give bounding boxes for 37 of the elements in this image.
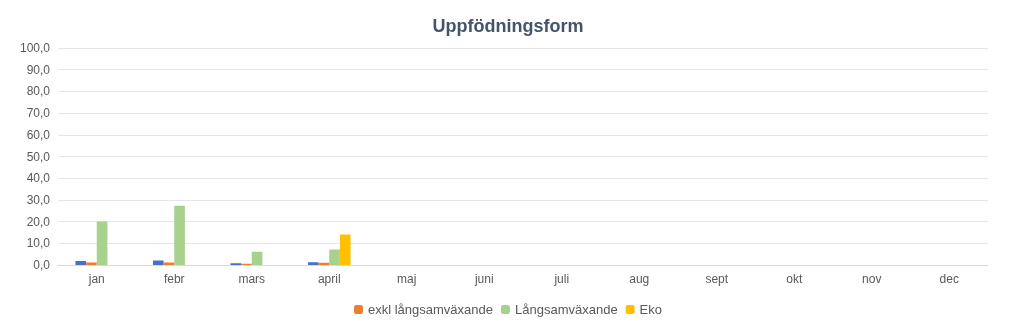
x-tick-label: okt — [786, 272, 803, 286]
bar — [329, 249, 340, 265]
x-tick-label: maj — [397, 272, 417, 286]
x-tick-label: mars — [238, 272, 266, 286]
y-tick-label: 100,0 — [19, 41, 51, 55]
bar — [75, 261, 87, 265]
x-tick-label: april — [317, 272, 341, 286]
chart-title: Uppfödningsform — [432, 16, 584, 36]
y-tick-label: 10,0 — [26, 236, 51, 251]
x-tick-label: aug — [629, 272, 650, 286]
bar — [152, 260, 164, 265]
bar — [174, 205, 185, 265]
x-tick-label: juni — [473, 272, 494, 286]
y-tick-label: 80,0 — [26, 84, 51, 99]
y-tick-label: 90,0 — [26, 62, 51, 77]
legend-label: exkl långsamväxande — [367, 302, 494, 317]
y-tick-label: 20,0 — [26, 214, 51, 229]
x-tick-label: dec — [939, 272, 959, 286]
y-tick-label: 50,0 — [26, 149, 51, 164]
bar — [163, 262, 175, 265]
y-tick-label: 30,0 — [26, 192, 51, 207]
y-tick-label: 40,0 — [26, 171, 51, 186]
y-tick-label: 70,0 — [26, 106, 51, 121]
legend-label: Långsamväxande — [514, 302, 618, 317]
x-tick-label: juli — [553, 272, 570, 286]
y-tick-label: 0,0 — [33, 258, 51, 272]
x-tick-label: nov — [862, 272, 882, 286]
bar — [339, 234, 351, 265]
bar — [86, 262, 97, 265]
bar — [251, 251, 263, 265]
y-tick-label: 60,0 — [26, 127, 51, 142]
legend-label: Eko — [639, 302, 663, 317]
x-tick-label: febr — [163, 272, 185, 286]
bar — [307, 262, 319, 265]
x-tick-label: sept — [705, 272, 729, 286]
x-tick-label: jan — [87, 272, 105, 286]
bar — [96, 221, 108, 265]
